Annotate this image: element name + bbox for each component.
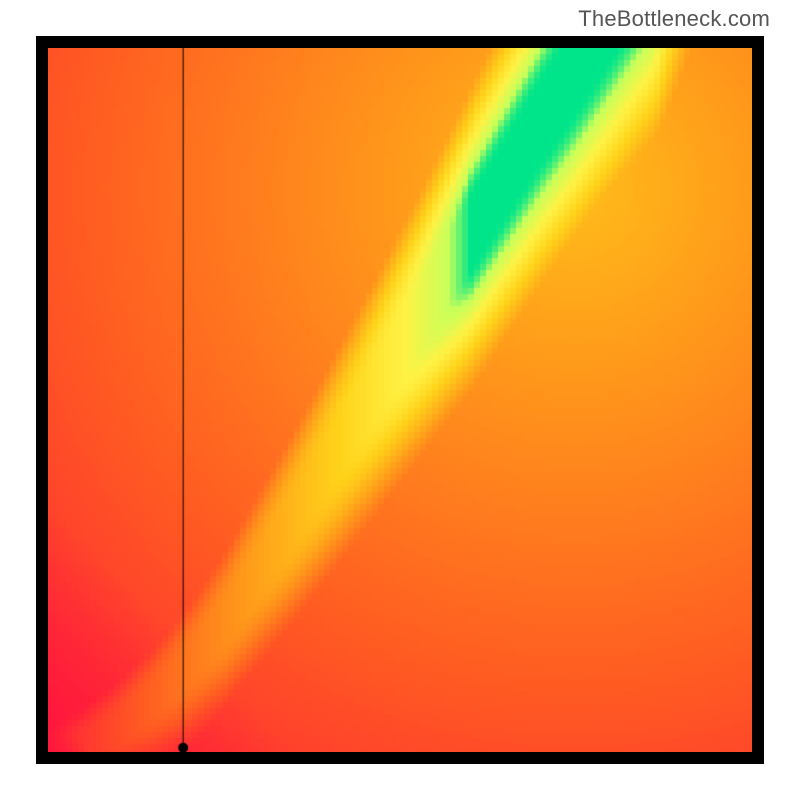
frame-left	[36, 36, 48, 764]
frame-bottom	[36, 752, 764, 764]
frame-right	[752, 36, 764, 764]
bottleneck-heatmap	[48, 48, 752, 752]
watermark-text: TheBottleneck.com	[578, 6, 770, 32]
chart-container: TheBottleneck.com	[0, 0, 800, 800]
frame-top	[36, 36, 764, 48]
